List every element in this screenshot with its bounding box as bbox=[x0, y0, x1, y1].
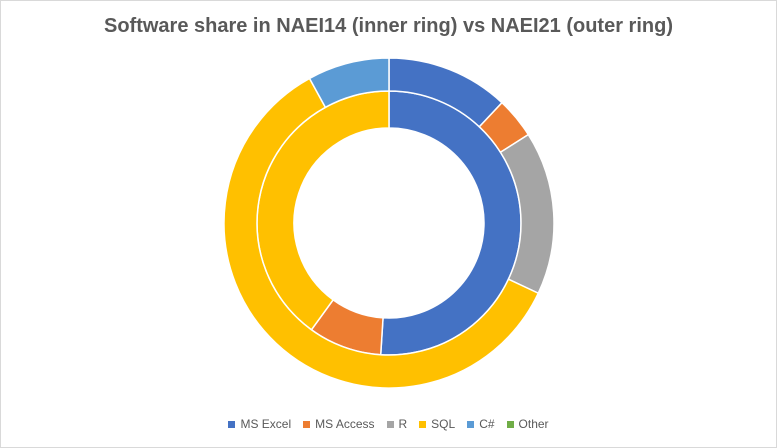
outer-ring-segment-sql bbox=[223, 77, 540, 389]
legend-label-sql: SQL bbox=[431, 417, 456, 431]
legend-label-r: R bbox=[398, 417, 408, 431]
legend-swatch-sql bbox=[419, 420, 427, 428]
legend-item-sql: SQL bbox=[419, 417, 455, 431]
legend-swatch-other bbox=[506, 420, 514, 428]
legend-swatch-ms-excel bbox=[228, 420, 236, 428]
legend-item-r: R bbox=[386, 417, 408, 431]
chart-legend: MS Excel MS Access R SQL C# Other bbox=[1, 417, 776, 431]
legend-swatch-c bbox=[467, 420, 475, 428]
legend-label-c: C# bbox=[479, 417, 495, 431]
legend-item-c: C# bbox=[467, 417, 495, 431]
legend-item-other: Other bbox=[506, 417, 549, 431]
chart-title: Software share in NAEI14 (inner ring) vs… bbox=[103, 15, 673, 37]
legend-label-ms-excel: MS Excel bbox=[240, 417, 292, 431]
legend-item-ms-access: MS Access bbox=[303, 417, 375, 431]
legend-swatch-r bbox=[386, 420, 394, 428]
legend-label-other: Other bbox=[518, 417, 549, 431]
outer-ring-segment-c bbox=[308, 57, 390, 109]
legend-swatch-ms-access bbox=[303, 420, 311, 428]
legend-label-ms-access: MS Access bbox=[315, 417, 375, 431]
legend-item-ms-excel: MS Excel bbox=[228, 417, 291, 431]
